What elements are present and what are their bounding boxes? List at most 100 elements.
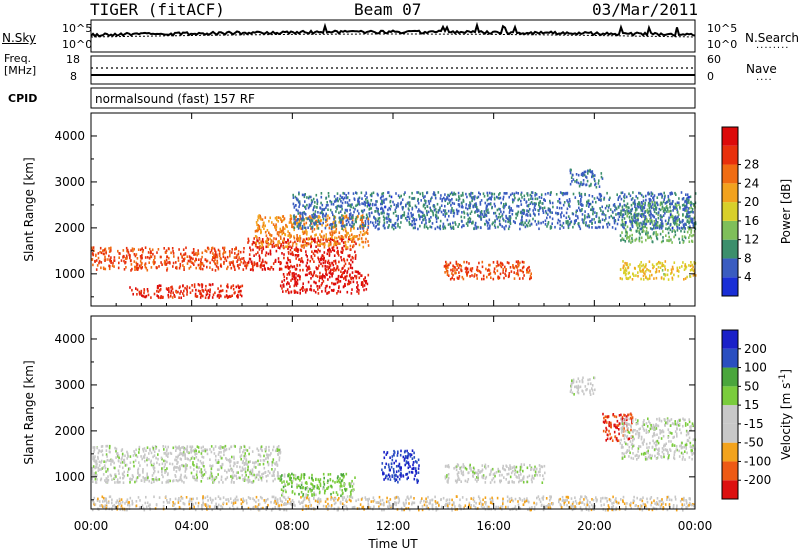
echo-cell [172,479,175,482]
echo-cell [462,193,464,197]
echo-cell [419,215,422,219]
echo-cell [300,217,303,221]
echo-cell [445,267,447,270]
echo-cell [282,228,284,232]
echo-cell [402,214,404,217]
echo-cell [649,270,652,273]
echo-cell [292,241,294,245]
echo-cell [589,170,592,173]
echo-cell [216,260,219,264]
echo-cell [624,210,626,213]
echo-cell [139,464,141,467]
echo-cell [99,478,102,482]
echo-cell [288,273,291,276]
echo-cell [540,196,543,199]
echo-cell [302,282,304,285]
echo-cell [290,215,292,218]
echo-cell [161,263,163,266]
echo-cell [351,288,353,291]
echo-cell [422,218,424,222]
echo-cell [569,182,572,186]
echo-cell [515,216,517,220]
echo-cell [306,258,309,262]
echo-cell [178,478,181,482]
echo-cell [424,195,426,198]
echo-cell [299,268,301,272]
echo-cell [551,201,554,205]
echo-cell [485,214,488,218]
echo-cell [560,206,563,210]
echo-cell [172,446,175,450]
echo-cell [388,224,390,227]
echo-cell [486,198,489,202]
echo-cell [485,267,487,271]
echo-cell [469,194,471,198]
echo-cell [456,276,459,280]
echo-cell [463,224,465,228]
echo-cell [242,250,245,254]
echo-cell [310,202,313,205]
echo-cell [161,473,163,476]
echo-cell [323,251,326,254]
echo-cell [209,288,211,291]
echo-cell [633,213,636,216]
echo-cell [152,455,154,459]
echo-cell [238,286,240,289]
echo-cell [313,491,315,495]
echo-cell [141,261,143,265]
echo-cell [467,218,470,221]
echo-cell [248,479,251,482]
echo-cell [137,248,140,251]
echo-cell [340,483,342,486]
echo-cell [139,266,141,269]
echo-cell [140,291,142,295]
echo-cell [342,285,345,289]
echo-cell [291,277,294,281]
echo-cell [311,230,314,233]
echo-cell [644,265,647,268]
echo-cell [677,215,679,219]
echo-cell [300,475,303,478]
echo-cell [479,271,482,274]
echo-cell [339,205,341,209]
echo-cell [394,208,397,212]
echo-cell [97,455,99,459]
echo-cell [432,213,435,217]
echo-cell [331,238,334,241]
echo-cell [549,215,551,219]
echo-cell [170,289,173,293]
echo-cell [268,243,270,246]
echo-cell [310,221,312,225]
echo-cell [163,259,166,263]
echo-cell [586,179,589,183]
echo-cell [490,276,492,279]
echo-cell [244,477,246,481]
echo-cell [515,191,518,195]
echo-cell [217,248,220,252]
echo-cell [288,221,291,224]
y-tick-label: 3000 [54,175,85,189]
echo-cell [655,270,658,273]
echo-cell [256,447,259,451]
echo-cell [183,268,185,271]
echo-cell [650,216,652,219]
echo-cell [408,220,410,224]
echo-cell [237,252,240,256]
echo-cell [164,463,166,466]
echo-cell [306,196,308,199]
echo-cell [598,219,601,223]
echo-cell [431,222,434,225]
echo-cell [373,216,375,219]
echo-cell [446,273,449,276]
echo-cell [690,261,692,264]
echo-cell [295,247,297,251]
echo-cell [352,482,355,486]
echo-cell [243,462,246,465]
echo-cell [458,204,461,208]
echo-cell [626,225,629,229]
echo-cell [666,208,669,211]
echo-cell [166,448,168,451]
echo-cell [166,467,168,470]
echo-cell [150,266,153,269]
echo-cell [268,231,270,235]
